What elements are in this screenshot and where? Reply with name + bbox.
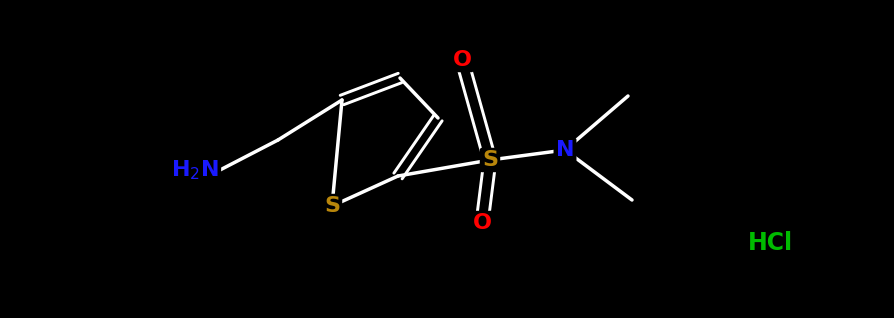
Text: N: N [555, 140, 574, 160]
Text: H$_2$N: H$_2$N [171, 158, 219, 182]
Text: S: S [324, 196, 340, 216]
Text: O: O [472, 213, 491, 233]
Text: O: O [452, 50, 471, 70]
Text: S: S [482, 150, 497, 170]
Text: HCl: HCl [746, 231, 792, 255]
